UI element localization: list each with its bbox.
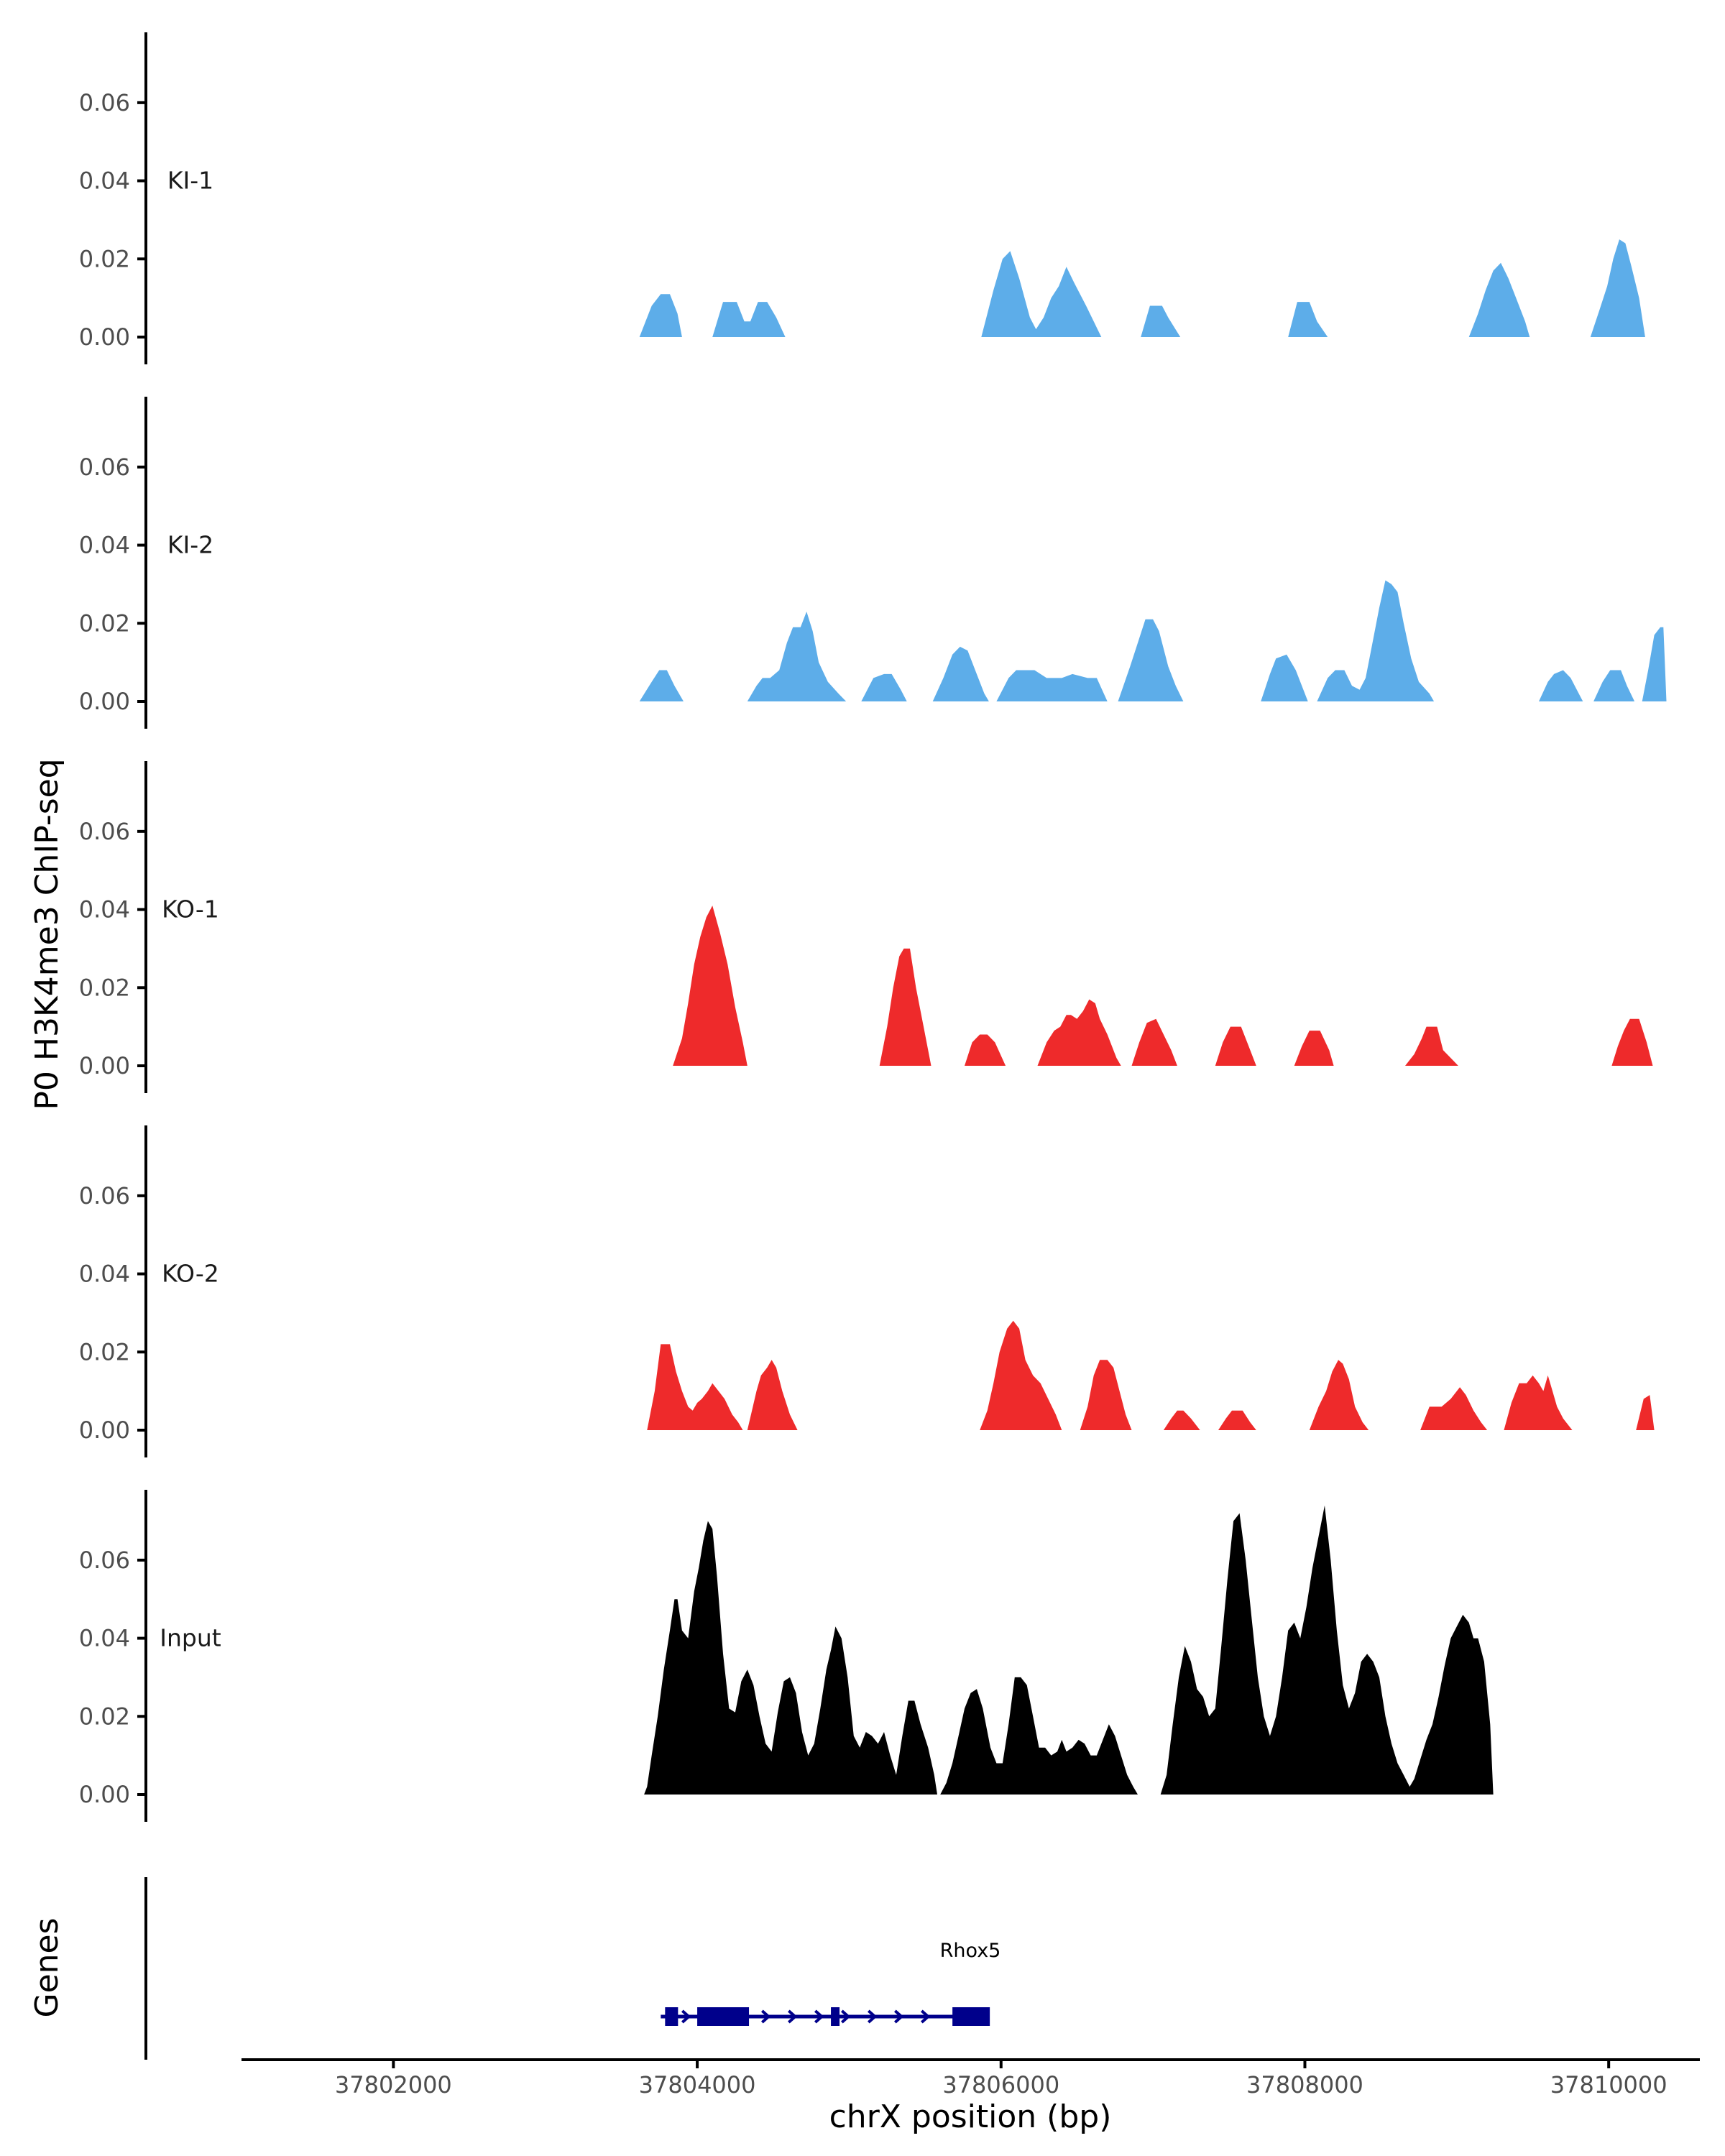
- y-tick-label: 0.06: [79, 89, 130, 116]
- y-tick-label: 0.02: [79, 1338, 130, 1365]
- strand-arrow: [761, 2009, 771, 2024]
- strand-arrow: [841, 2009, 851, 2024]
- track-panel-ki-1: 0.00 0.02 0.04 0.06 KI-1: [79, 32, 1645, 364]
- track-label: KI-2: [167, 530, 213, 558]
- coverage-area: [647, 1320, 1655, 1430]
- track-label: Input: [160, 1623, 221, 1651]
- strand-arrow: [868, 2009, 878, 2024]
- y-tick-label: 0.00: [79, 1052, 130, 1079]
- x-axis-title: chrX position (bp): [829, 2099, 1112, 2135]
- strand-arrow: [894, 2009, 904, 2024]
- y-tick-label: 0.04: [79, 532, 130, 559]
- genes-axis-title: Genes: [29, 1917, 65, 2017]
- track-label: KO-2: [162, 1259, 219, 1287]
- strand-arrow: [814, 2009, 824, 2024]
- y-tick-label: 0.04: [79, 1625, 130, 1652]
- y-tick-label: 0.04: [79, 1261, 130, 1288]
- track-panel-input: 0.00 0.02 0.04 0.06 Input: [79, 1490, 1494, 1822]
- y-tick-label: 0.04: [79, 167, 130, 195]
- coverage-area: [673, 906, 1653, 1066]
- y-axis-title: P0 H3K4me3 ChIP-seq: [29, 758, 65, 1110]
- y-tick-label: 0.00: [79, 1781, 130, 1808]
- x-tick-label: 37810000: [1550, 2071, 1668, 2099]
- track-label: KO-1: [162, 895, 219, 923]
- strand-arrow: [788, 2009, 798, 2024]
- y-tick-label: 0.06: [79, 818, 130, 845]
- strand-arrow: [735, 2009, 745, 2024]
- track-panel-ko-1: 0.00 0.02 0.04 0.06 KO-1: [79, 761, 1653, 1093]
- y-tick-label: 0.00: [79, 1416, 130, 1444]
- gene-exon: [952, 2007, 990, 2026]
- gene-exon: [665, 2007, 678, 2026]
- track-label: KI-1: [167, 166, 213, 194]
- strand-arrow: [681, 2009, 691, 2024]
- y-tick-label: 0.06: [79, 1547, 130, 1574]
- x-tick-label: 37808000: [1246, 2071, 1363, 2099]
- y-tick-label: 0.02: [79, 974, 130, 1001]
- coverage-area: [644, 1505, 1494, 1795]
- coverage-area: [639, 580, 1667, 701]
- gene-label: Rhox5: [940, 1940, 1001, 1962]
- track-panel-ki-2: 0.00 0.02 0.04 0.06 KI-2: [79, 397, 1667, 729]
- y-tick-label: 0.00: [79, 688, 130, 715]
- strand-arrow: [921, 2009, 931, 2024]
- x-tick-label: 37806000: [942, 2071, 1059, 2099]
- y-tick-label: 0.00: [79, 323, 130, 351]
- gene-model: [661, 2007, 990, 2026]
- strand-arrow: [708, 2009, 718, 2024]
- y-tick-label: 0.02: [79, 609, 130, 637]
- gene-exon: [831, 2007, 840, 2026]
- y-tick-label: 0.04: [79, 896, 130, 923]
- track-panel-ko-2: 0.00 0.02 0.04 0.06 KO-2: [79, 1125, 1655, 1457]
- y-tick-label: 0.02: [79, 1703, 130, 1730]
- x-tick-label: 37802000: [335, 2071, 452, 2099]
- x-tick-label: 37804000: [639, 2071, 756, 2099]
- y-tick-label: 0.06: [79, 453, 130, 481]
- y-tick-label: 0.06: [79, 1182, 130, 1210]
- tracks-group: 0.00 0.02 0.04 0.06 KI-1 0.00 0.02 0.04 0.06 KI-2…: [79, 32, 1667, 1822]
- coverage-area: [639, 239, 1645, 337]
- x-axis-ticks: 37802000 37804000 37806000 37808000 37810000: [335, 2060, 1668, 2099]
- y-tick-label: 0.02: [79, 245, 130, 272]
